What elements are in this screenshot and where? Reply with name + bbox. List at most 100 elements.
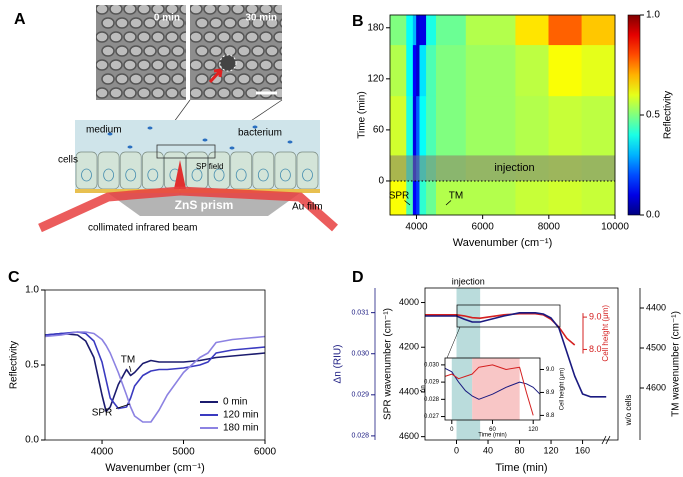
legend-label: 120 min	[223, 410, 259, 421]
annotation-arrow	[115, 403, 131, 409]
heatmap-cell	[426, 180, 437, 216]
heatmap-cell	[416, 44, 421, 97]
annotation-arrow	[404, 200, 411, 206]
x-tick-label: 0	[450, 427, 454, 433]
heatmap-cell	[515, 180, 550, 216]
cell	[141, 151, 164, 190]
cell-blob	[123, 87, 137, 99]
y-tick-label: 4500	[646, 342, 666, 352]
cell-blob	[171, 17, 185, 29]
cell-layer	[75, 125, 319, 190]
y-tick-label: 1.0	[25, 285, 39, 296]
cell-blob	[115, 73, 129, 85]
cell-blob	[223, 17, 237, 29]
heatmap-cell	[412, 95, 417, 156]
heatmap-cell	[406, 95, 414, 156]
cell-blob	[265, 45, 279, 57]
cell-blob	[129, 73, 143, 85]
cell-blob	[203, 87, 217, 99]
cell-blob	[123, 31, 137, 43]
y-tick-label: 0.029	[424, 380, 440, 386]
axis-title: Wavenumber (cm⁻¹)	[453, 237, 553, 249]
y-tick-label: 0.5	[25, 360, 39, 371]
cell-blob	[179, 31, 186, 43]
cell-blob	[209, 17, 223, 29]
cell-blob	[157, 45, 171, 57]
annotation-arrow	[129, 365, 132, 373]
cell-blob	[109, 31, 123, 43]
nucleus	[213, 168, 225, 182]
annotation: TM	[121, 355, 135, 366]
cell	[97, 151, 120, 190]
x-tick-label: 120	[544, 446, 559, 456]
axis-title: Δn	[421, 385, 427, 392]
axis-title: Reflectivity	[663, 91, 674, 139]
heatmap-cell	[548, 180, 583, 216]
heatmap-cell	[419, 180, 427, 216]
cell-blob	[195, 45, 209, 57]
heatmap-cell	[389, 14, 407, 46]
heatmap-cell	[389, 95, 407, 156]
y-tick-label: 0.030	[351, 351, 369, 358]
cell-blob	[101, 45, 115, 57]
y-tick-label: 120	[367, 73, 384, 84]
zoom-box	[456, 304, 561, 328]
x-tick-label: 40	[483, 446, 493, 456]
cell-blob	[251, 17, 265, 29]
cell-blob	[129, 45, 143, 57]
y-tick-label: 4200	[399, 342, 419, 352]
x-tick-label: 8000	[538, 222, 561, 233]
cell-blob	[179, 5, 186, 15]
series-line	[44, 331, 266, 410]
series-line	[425, 312, 607, 398]
cell-blob	[109, 87, 123, 99]
cell-blob	[157, 17, 171, 29]
heatmap-cell	[581, 14, 616, 46]
cell	[296, 151, 319, 190]
cell-blob	[231, 31, 245, 43]
cell-blob	[109, 5, 123, 15]
y-tick-label: 9.0	[546, 367, 555, 373]
cell-blob	[259, 59, 273, 71]
cell-blob	[190, 87, 203, 99]
plot-frame	[424, 287, 619, 441]
cell-blob	[195, 17, 209, 29]
panel-label: A	[14, 11, 26, 28]
heatmap-cell	[412, 44, 417, 97]
heatmap-cell	[419, 95, 427, 156]
span-label: injection	[494, 162, 534, 174]
heatmap-cell	[581, 44, 616, 97]
nucleus	[191, 168, 203, 182]
cell-blob	[151, 5, 165, 15]
cell-blob	[96, 59, 109, 71]
colorbar	[627, 14, 641, 216]
cell-blob	[143, 45, 157, 57]
cell-blob	[151, 87, 165, 99]
cell-blob	[273, 59, 282, 71]
label: cells	[58, 155, 78, 166]
time-label: 0 min	[154, 13, 180, 24]
cell-blob	[259, 5, 273, 15]
axis-title: Δn (RIU)	[333, 345, 344, 384]
cell-blob	[251, 45, 265, 57]
x-tick-label: 60	[489, 427, 496, 433]
cell-blob	[137, 5, 151, 15]
cell	[230, 151, 253, 190]
inset-link	[446, 326, 461, 359]
cell-blob	[165, 59, 179, 71]
cell-blob	[123, 5, 137, 15]
x-tick-label: 6000	[472, 222, 495, 233]
cell-blob	[223, 73, 237, 85]
annotation-arrow	[445, 200, 452, 206]
x-tick-label: 5000	[172, 447, 195, 458]
cell-blob	[279, 46, 282, 56]
cell-blob	[259, 31, 273, 43]
cell-blob	[171, 45, 185, 57]
label: ZnS prism	[175, 198, 234, 212]
y-tick-label: 0.0	[646, 210, 660, 221]
panel-label: C	[8, 269, 20, 286]
cell-blob	[151, 31, 165, 43]
cell-blob	[265, 73, 279, 85]
